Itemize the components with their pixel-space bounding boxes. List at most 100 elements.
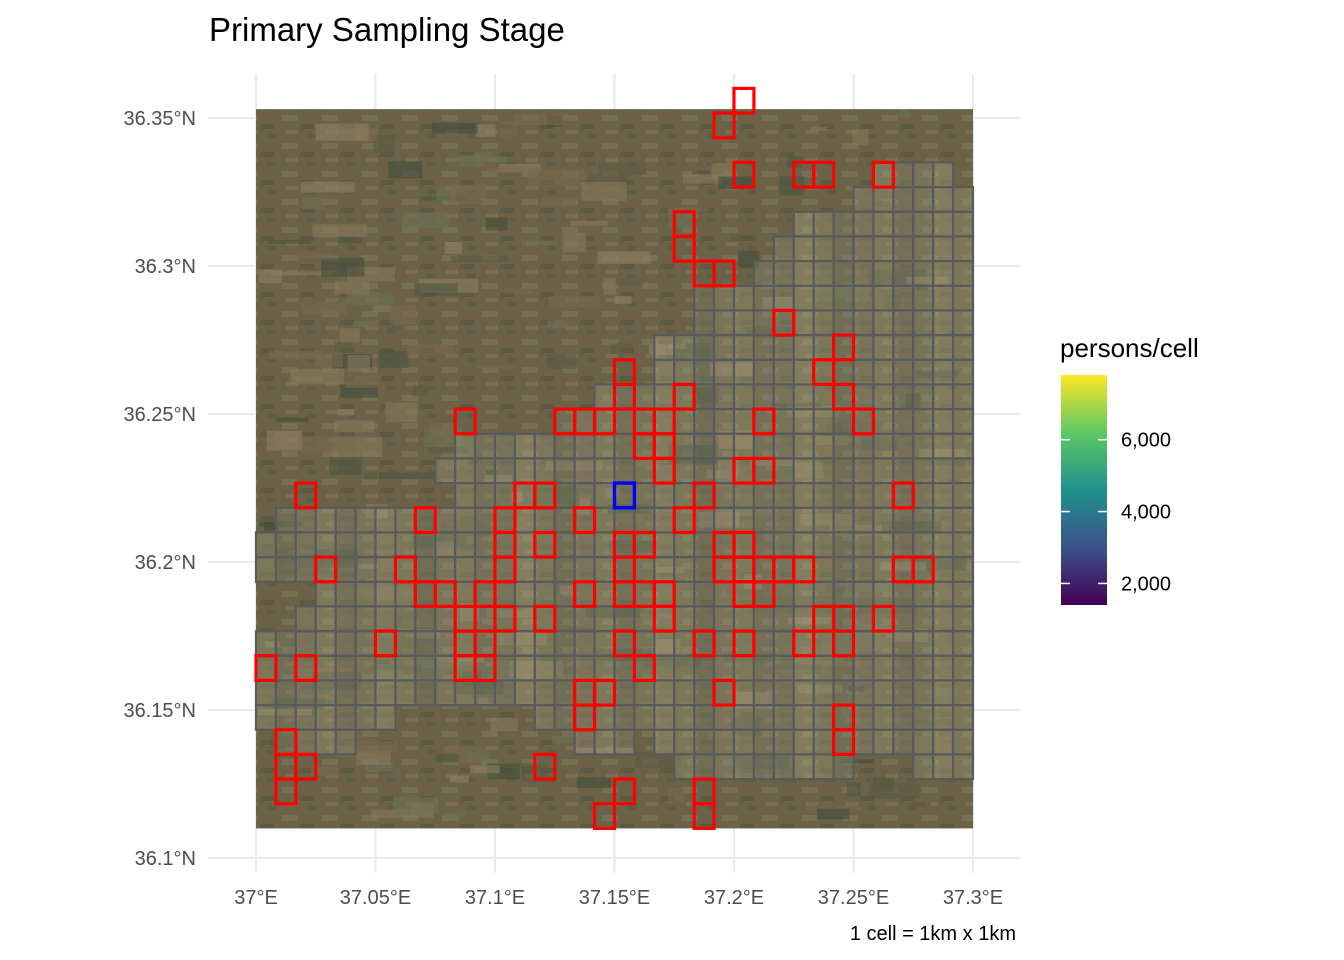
population-cell xyxy=(613,457,636,485)
population-cell xyxy=(513,654,536,682)
basemap-texture xyxy=(771,402,821,408)
basemap-texture xyxy=(899,109,911,118)
population-cell xyxy=(812,481,835,509)
population-cell xyxy=(693,407,716,435)
population-cell xyxy=(294,728,317,756)
population-cell xyxy=(892,383,915,411)
selected-psu xyxy=(573,703,597,732)
population-cell xyxy=(892,407,915,435)
population-cell xyxy=(593,481,616,509)
basemap-texture xyxy=(648,344,677,355)
population-cell xyxy=(673,679,696,707)
population-cell xyxy=(334,654,357,682)
selected-psu xyxy=(592,678,617,707)
population-cell xyxy=(593,531,616,559)
selected-psu xyxy=(871,160,895,189)
population-cell xyxy=(673,580,696,608)
legend-ticks: 2,000 4,000 6,000 xyxy=(1061,430,1171,595)
legend-tick-label: 2,000 xyxy=(1121,573,1171,595)
population-cell xyxy=(932,432,955,460)
basemap-texture xyxy=(916,285,929,291)
population-cell xyxy=(872,481,895,509)
population-cell xyxy=(832,457,855,485)
population-cell xyxy=(573,531,596,559)
population-cell xyxy=(951,284,975,312)
basemap-texture xyxy=(616,514,643,523)
population-cell xyxy=(852,333,875,361)
population-cell xyxy=(653,679,676,707)
basemap-texture xyxy=(347,355,370,372)
population-cell xyxy=(593,555,616,583)
population-cell xyxy=(513,580,536,608)
population-cell xyxy=(832,753,855,781)
population-cell xyxy=(712,629,736,657)
population-cell xyxy=(912,580,935,608)
basemap-texture xyxy=(268,239,311,244)
population-cell xyxy=(772,605,795,633)
population-cell xyxy=(553,555,576,583)
basemap-texture xyxy=(548,296,601,308)
population-cell xyxy=(832,358,855,386)
population-cell xyxy=(354,703,377,731)
population-cell xyxy=(354,555,377,583)
population-cell xyxy=(553,679,576,707)
basemap-texture xyxy=(433,541,456,558)
population-cell xyxy=(314,654,337,682)
population-cell xyxy=(832,432,855,460)
selected-psu xyxy=(533,752,557,781)
population-cell xyxy=(832,728,855,756)
population-cell xyxy=(434,580,457,608)
population-cell xyxy=(712,432,736,460)
x-tick-label: 37.3°E xyxy=(943,887,1003,909)
population-cell xyxy=(414,605,437,633)
population-cell xyxy=(852,358,875,386)
basemap-texture xyxy=(610,343,633,354)
basemap-texture xyxy=(570,220,608,226)
population-cell xyxy=(912,555,935,583)
population-cell xyxy=(932,605,955,633)
basemap-texture xyxy=(314,353,344,368)
population-cell xyxy=(254,679,278,707)
basemap-texture xyxy=(838,582,896,591)
basemap-texture xyxy=(388,161,423,179)
population-cell xyxy=(493,555,517,583)
plot-caption: 1 cell = 1km x 1km xyxy=(850,923,1016,945)
population-cell xyxy=(513,457,536,485)
population-cell xyxy=(892,531,915,559)
basemap-texture xyxy=(280,558,330,575)
population-cell xyxy=(752,531,775,559)
basemap-texture xyxy=(294,252,334,260)
basemap-texture xyxy=(668,207,709,212)
population-cell xyxy=(693,309,716,337)
basemap-texture xyxy=(310,766,339,777)
population-cell xyxy=(653,531,676,559)
population-cell xyxy=(892,654,915,682)
highlighted-psu-cell xyxy=(612,481,637,510)
basemap-texture xyxy=(315,123,369,141)
population-cell xyxy=(912,235,935,263)
population-cell xyxy=(473,531,497,559)
basemap-texture xyxy=(269,350,322,360)
basemap-texture xyxy=(521,240,557,246)
basemap-texture xyxy=(264,522,279,533)
population-cell xyxy=(852,654,875,682)
population-cell xyxy=(812,383,835,411)
population-cell xyxy=(832,333,855,361)
population-cell xyxy=(673,531,696,559)
population-cell xyxy=(752,728,775,756)
population-cell xyxy=(394,531,417,559)
population-cell xyxy=(872,358,895,386)
basemap-texture xyxy=(372,612,415,628)
basemap-texture xyxy=(633,453,658,468)
population-cell xyxy=(573,506,596,534)
population-cell xyxy=(752,580,775,608)
basemap-texture xyxy=(379,472,436,480)
basemap-texture xyxy=(762,296,793,312)
population-cell xyxy=(812,629,835,657)
population-cell xyxy=(812,679,835,707)
basemap-texture xyxy=(450,184,487,205)
selected-psu xyxy=(652,456,676,485)
population-cell xyxy=(732,309,755,337)
population-cell xyxy=(832,531,855,559)
population-cell xyxy=(752,383,775,411)
